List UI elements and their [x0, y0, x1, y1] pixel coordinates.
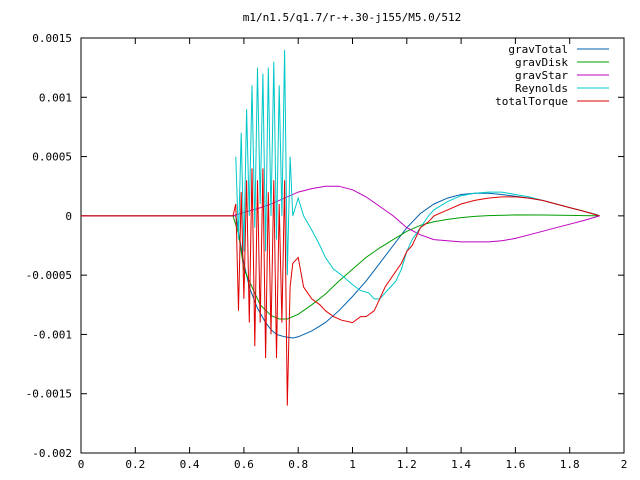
axis-ticks: 0 0.2 0.4 0.6 0.8 1 1.2 1.4 1.6 1.8 2 0.0015 0.001 0.… [26, 32, 628, 471]
y-tick-label: -0.0005 [26, 269, 72, 282]
x-tick-label: 0.6 [234, 458, 254, 471]
y-tick-label: -0.001 [32, 328, 72, 341]
chart-title: m1/n1.5/q1.7/r-+.30-j155/M5.0/512 [243, 11, 462, 24]
x-tick-label: 1.2 [397, 458, 417, 471]
legend-label-gravDisk: gravDisk [515, 56, 568, 69]
x-tick-label: 0.4 [180, 458, 200, 471]
series-line-Reynolds [235, 49, 600, 300]
series-line-totalTorque [81, 168, 600, 406]
y-tick-label: -0.0015 [26, 388, 72, 401]
legend-label-Reynolds: Reynolds [515, 82, 568, 95]
series-line-gravStar [81, 185, 600, 243]
legend-label-gravStar: gravStar [515, 69, 568, 82]
y-tick-label: 0.0005 [32, 151, 72, 164]
x-tick-label: 1 [349, 458, 356, 471]
y-tick-label: 0.0015 [32, 32, 72, 45]
x-tick-label: 1.6 [505, 458, 525, 471]
x-tick-label: 2 [621, 458, 628, 471]
series-lines [81, 49, 600, 406]
legend: gravTotalgravDiskgravStarReynoldstotalTo… [495, 43, 609, 108]
x-tick-label: 0 [78, 458, 85, 471]
legend-label-totalTorque: totalTorque [495, 95, 568, 108]
x-tick-label: 0.2 [125, 458, 145, 471]
x-tick-label: 0.8 [288, 458, 308, 471]
x-tick-label: 1.4 [451, 458, 471, 471]
y-tick-label: 0 [65, 210, 72, 223]
y-tick-label: -0.002 [32, 447, 72, 460]
legend-label-gravTotal: gravTotal [508, 43, 568, 56]
y-tick-label: 0.001 [39, 91, 72, 104]
series-line-gravDisk [81, 214, 600, 320]
x-tick-label: 1.8 [560, 458, 580, 471]
